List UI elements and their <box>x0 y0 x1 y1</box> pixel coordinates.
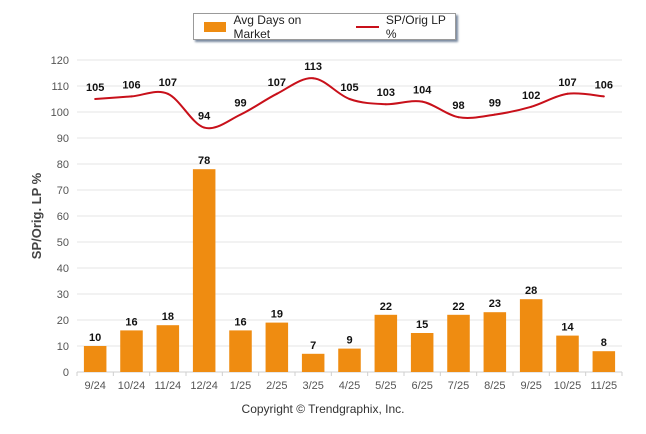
bar-data-label: 16 <box>234 316 246 328</box>
line-point-4/25 <box>348 98 351 100</box>
line-data-label: 99 <box>234 98 246 110</box>
x-tick-label: 11/24 <box>154 380 181 392</box>
line-point-6/25 <box>421 100 424 103</box>
x-tick-label: 8/25 <box>484 380 505 392</box>
x-tick-label: 11/25 <box>590 380 617 392</box>
x-tick-label: 1/25 <box>230 380 251 392</box>
y-tick-label: 50 <box>57 237 69 249</box>
x-tick-label: 12/24 <box>190 380 218 392</box>
line-data-label: 99 <box>489 98 501 110</box>
legend-line-swatch-icon <box>356 25 379 28</box>
bar-12/24 <box>192 169 216 372</box>
x-tick-label: 5/25 <box>375 380 396 392</box>
bar-data-label: 23 <box>489 298 501 310</box>
line-point-12/24 <box>203 126 206 129</box>
line-point-10/25 <box>566 92 569 95</box>
legend-bar-swatch-icon <box>204 21 227 32</box>
y-tick-label: 10 <box>57 341 69 353</box>
y-tick-label: 60 <box>57 211 69 223</box>
legend-label-sp-orig-lp[interactable]: SP/Orig LP % <box>385 12 446 41</box>
x-tick-label: 6/25 <box>411 380 432 392</box>
y-tick-label: 0 <box>63 367 69 379</box>
line-data-label: 107 <box>268 77 286 89</box>
line-point-9/25 <box>530 105 533 108</box>
bar-data-label: 18 <box>162 311 174 323</box>
y-tick-label: 120 <box>51 55 69 67</box>
bar-9/25 <box>519 299 543 372</box>
bar-data-label: 7 <box>310 340 316 352</box>
bar-10/25 <box>556 335 579 372</box>
x-tick-label: 9/24 <box>84 380 105 392</box>
bar-1/25 <box>229 330 252 372</box>
line-point-9/24 <box>94 98 97 100</box>
y-tick-label: 70 <box>57 185 69 197</box>
y-tick-label: 100 <box>51 107 69 119</box>
y-tick-label: 20 <box>57 315 69 327</box>
y-tick-label: 110 <box>51 81 69 93</box>
bar-data-label: 8 <box>601 337 607 349</box>
line-point-7/25 <box>457 116 460 119</box>
bar-4/25 <box>338 348 361 372</box>
line-data-label: 105 <box>86 82 104 94</box>
bar-data-label: 9 <box>346 335 352 347</box>
chart-legend: Avg Days on Market SP/Orig LP % <box>193 12 456 41</box>
legend-label-days-on-market[interactable]: Avg Days on Market <box>233 12 302 41</box>
bar-6/25 <box>410 333 434 372</box>
bar-data-label: 19 <box>271 309 283 321</box>
x-tick-label: 3/25 <box>302 380 323 392</box>
line-data-label: 102 <box>522 90 540 102</box>
bar-data-label: 15 <box>416 319 428 331</box>
line-point-5/25 <box>384 103 387 106</box>
x-tick-label: 4/25 <box>339 380 360 392</box>
bar-data-label: 16 <box>125 316 137 328</box>
bar-7/25 <box>447 314 470 372</box>
bar-data-label: 22 <box>380 301 392 313</box>
bar-11/25 <box>592 351 616 372</box>
bar-data-label: 28 <box>525 285 537 297</box>
y-tick-label: 90 <box>57 133 69 145</box>
line-point-11/24 <box>166 92 169 95</box>
bar-data-label: 10 <box>89 332 101 344</box>
line-data-label: 94 <box>198 111 211 123</box>
line-point-11/25 <box>602 95 605 98</box>
x-tick-label: 7/25 <box>448 380 469 392</box>
x-tick-label: 2/25 <box>266 380 287 392</box>
x-tick-label: 10/25 <box>554 380 582 392</box>
y-axis-title: SP/Orig. LP % <box>29 172 44 259</box>
line-data-label: 106 <box>595 79 613 91</box>
bar-9/24 <box>83 346 107 372</box>
bar-data-label: 78 <box>198 155 210 167</box>
line-point-10/24 <box>130 95 133 98</box>
x-tick-label: 9/25 <box>520 380 541 392</box>
line-data-label: 98 <box>452 100 464 112</box>
bar-3/25 <box>301 353 325 372</box>
line-data-label: 107 <box>159 77 177 89</box>
line-point-3/25 <box>312 77 315 80</box>
y-tick-label: 40 <box>57 263 69 275</box>
line-point-8/25 <box>493 113 496 116</box>
line-point-2/25 <box>275 92 278 95</box>
bar-2/25 <box>265 322 289 372</box>
line-data-label: 113 <box>304 61 322 73</box>
line-data-label: 106 <box>122 79 140 91</box>
line-data-label: 103 <box>377 87 395 99</box>
bar-data-label: 22 <box>452 301 464 313</box>
bar-8/25 <box>483 312 507 372</box>
y-tick-label: 80 <box>57 159 69 171</box>
bar-11/24 <box>156 325 180 372</box>
line-data-label: 105 <box>340 82 358 94</box>
bar-5/25 <box>374 314 398 372</box>
bar-data-label: 14 <box>561 322 574 334</box>
line-data-label: 107 <box>558 77 576 89</box>
line-point-1/25 <box>239 113 242 116</box>
y-tick-label: 30 <box>57 289 69 301</box>
bar-10/24 <box>120 330 143 372</box>
x-tick-label: 10/24 <box>118 380 146 392</box>
copyright-text: Copyright © Trendgraphix, Inc. <box>241 402 405 416</box>
line-data-label: 104 <box>413 85 432 97</box>
